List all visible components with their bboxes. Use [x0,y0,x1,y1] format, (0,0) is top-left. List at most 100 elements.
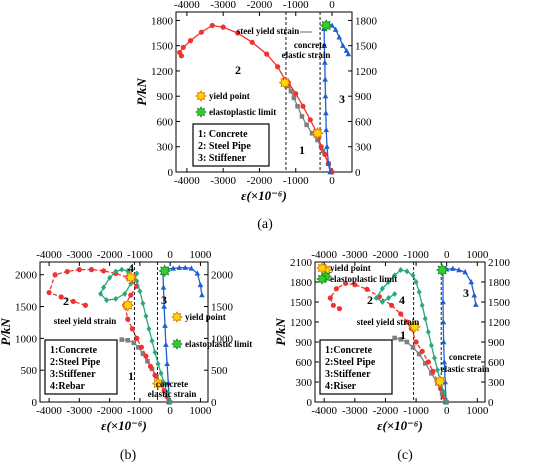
data-point [336,34,343,40]
data-point [419,348,425,354]
data-point [444,399,450,405]
data-point [129,326,135,332]
data-point [165,379,172,386]
x-tick-label-bottom: -1000 [403,405,429,417]
y-tick-label-left: 1800 [290,277,313,289]
data-point [388,302,395,308]
data-point [249,39,255,45]
data-point [46,289,52,296]
panel-label: (c) [397,448,413,463]
concrete-elastic-annotation-l1: concrete [449,352,481,362]
legend-entry: 2:Steel Pipe [325,357,376,368]
data-point [364,286,370,292]
legend-entry: 1: Concrete [198,129,248,140]
legend-box [319,339,393,395]
yield-point-legend-label: yield point [330,263,371,273]
data-point [162,322,168,328]
y-tick-label-right: 300 [488,377,505,389]
x-tick-label-bottom: -3000 [67,405,93,417]
y-tick-label-left: 1000 [15,333,38,345]
data-point [340,42,346,48]
elastoplastic-limit-marker [319,19,333,32]
curve-label-3: 3 [161,293,167,307]
data-point [440,339,447,345]
curve-label-1: 1 [128,369,134,383]
y-tick-label-right: 0 [355,167,361,179]
elastoplastic-limit-marker [435,263,449,277]
data-point [187,38,194,44]
chart-panel-c: -4000 -4000 -3000 -3000 -2000 -2000 -1000 -1000… [273,249,511,463]
data-point [468,279,475,285]
data-point [64,268,70,275]
data-point [128,292,134,298]
yield-point-legend-icon [195,90,207,102]
yield-point-marker [408,320,421,334]
data-point [321,42,328,48]
data-point [209,22,215,29]
data-point [327,295,333,301]
yield-point-marker [433,374,447,388]
data-point [160,284,167,290]
data-point [416,289,422,295]
plot-frame [39,261,209,403]
elastoplastic-legend-icon [171,338,183,350]
chart-panel-b: -4000 -4000 -3000 -3000 -2000 -2000 -1000 -1000… [0,249,252,463]
data-point [330,302,336,308]
data-point [422,315,428,322]
x-tick-label-top: -2000 [97,249,123,261]
data-point [158,370,164,377]
y-tick-label-left: 300 [296,377,313,389]
data-point [125,316,131,322]
x-axis-label: ε(×10⁻⁶) [377,418,423,433]
data-point [178,53,185,59]
data-point [147,363,154,369]
data-point [140,300,146,307]
x-tick-label-top: 0 [167,249,173,261]
data-point [134,335,140,341]
data-point [386,279,392,285]
y-tick-label-left: 1500 [151,41,174,53]
y-tick-label-right: 1200 [355,66,378,78]
data-point [198,29,205,35]
data-point [146,325,152,332]
data-point [416,351,422,357]
data-point [322,93,329,99]
y-tick-label-right: 1500 [211,302,234,314]
plot-frame [175,11,353,173]
y-tick-label-left: 2000 [15,270,38,282]
curve-label-1: 1 [299,143,305,157]
data-point [145,358,150,364]
data-point [379,285,385,292]
x-tick-label-top: 1000 [466,249,489,261]
curve-label-2: 2 [367,293,373,307]
data-point [386,295,392,301]
data-point [441,359,448,365]
x-axis-label: ε(×10⁻⁶) [241,188,287,203]
data-point [321,59,328,65]
x-tick-label-top: -4000 [174,0,200,11]
data-point [182,264,189,270]
x-tick-label-top: -1000 [127,249,153,261]
legend-entry: 3:Stiffener [325,369,371,380]
yield-point-marker [278,76,292,90]
data-point [295,104,300,109]
data-point [155,360,161,367]
y-tick-label-right: 500 [211,365,228,377]
data-point [180,44,186,50]
y-tick-label-left: 0 [307,397,313,409]
data-point [333,286,340,292]
y-tick-label-right: 2000 [211,270,234,282]
data-point [138,344,145,350]
x-tick-label-top: -3000 [67,249,93,261]
data-point [100,268,107,274]
data-point [352,282,358,288]
data-point [410,272,416,279]
data-point [143,353,149,359]
x-tick-label-top: -3000 [210,0,236,11]
data-point [176,264,183,270]
y-tick-label-left: 1500 [15,302,38,314]
data-point [413,339,419,345]
data-point [137,288,143,295]
data-point [300,103,306,109]
data-point [345,51,352,57]
